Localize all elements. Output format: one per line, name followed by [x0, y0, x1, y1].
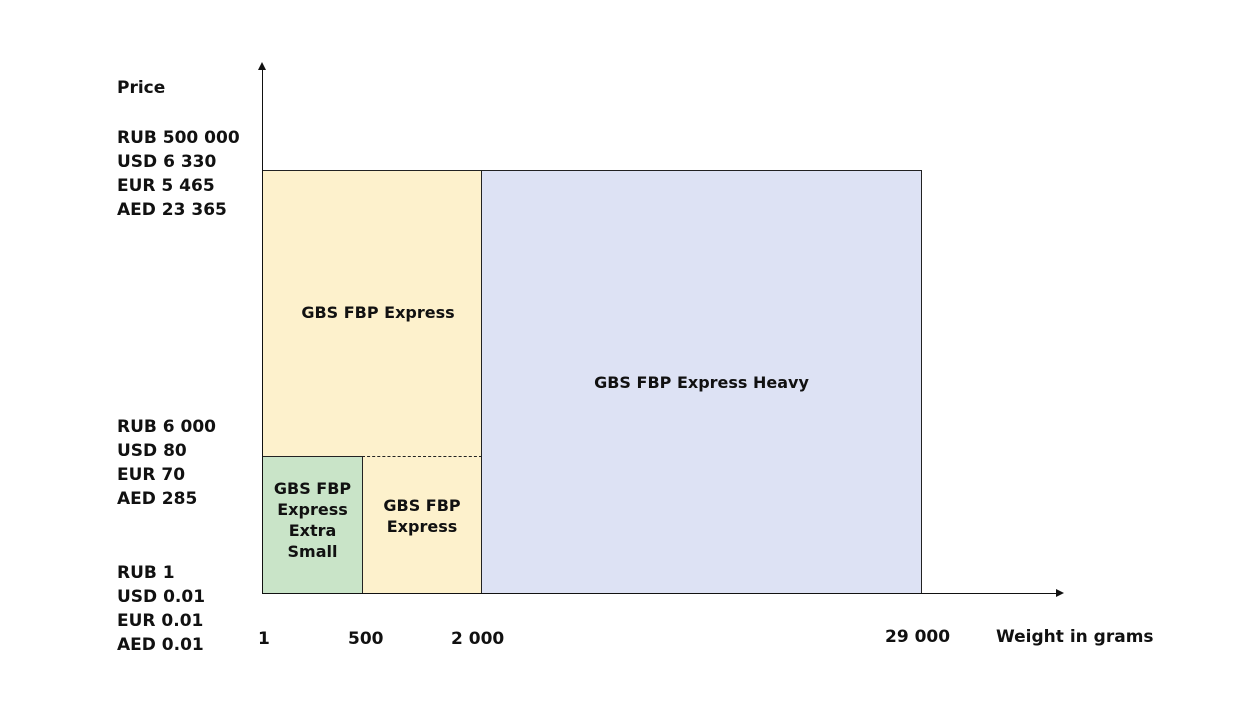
price-label: USD 80	[117, 441, 187, 461]
region-express-lower: GBS FBP Express	[362, 456, 482, 594]
price-label: RUB 500 000	[117, 128, 240, 148]
price-level-max: RUB 500 000 USD 6 330 EUR 5 465 AED 23 3…	[117, 126, 240, 222]
price-label: EUR 70	[117, 465, 186, 485]
region-express-upper-label: GBS FBP Express	[301, 302, 455, 322]
region-express-lower-label: GBS FBP Express	[383, 495, 461, 536]
x-tick-label: 2 000	[451, 629, 505, 649]
region-express-heavy-label: GBS FBP Express Heavy	[594, 372, 809, 392]
x-tick-label: 500	[348, 629, 384, 649]
price-label: USD 6 330	[117, 152, 217, 172]
x-axis-line	[262, 593, 1056, 594]
price-label: RUB 6 000	[117, 417, 217, 437]
region-express-upper: GBS FBP Express	[262, 170, 482, 457]
price-label: AED 285	[117, 489, 198, 509]
price-label: EUR 0.01	[117, 611, 204, 631]
y-axis-arrow-icon	[258, 62, 266, 70]
price-level-mid: RUB 6 000 USD 80 EUR 70 AED 285	[117, 415, 216, 511]
x-axis-title: Weight in grams	[996, 627, 1154, 647]
region-express-heavy: GBS FBP Express Heavy	[481, 170, 922, 594]
price-label: AED 23 365	[117, 200, 227, 220]
region-express-extra-small-label: GBS FBP Express Extra Small	[273, 479, 352, 561]
x-tick-label: 1	[258, 629, 270, 649]
x-tick-label: 29 000	[885, 627, 951, 647]
price-label: USD 0.01	[117, 587, 206, 607]
price-level-min: RUB 1 USD 0.01 EUR 0.01 AED 0.01	[117, 561, 205, 657]
y-axis-title: Price	[117, 78, 166, 98]
price-label: RUB 1	[117, 563, 175, 583]
dashed-divider	[362, 456, 482, 457]
y-axis-line	[262, 68, 263, 594]
region-express-extra-small: GBS FBP Express Extra Small	[262, 456, 363, 594]
price-label: AED 0.01	[117, 635, 204, 655]
price-label: EUR 5 465	[117, 176, 215, 196]
x-axis-arrow-icon	[1056, 589, 1064, 597]
